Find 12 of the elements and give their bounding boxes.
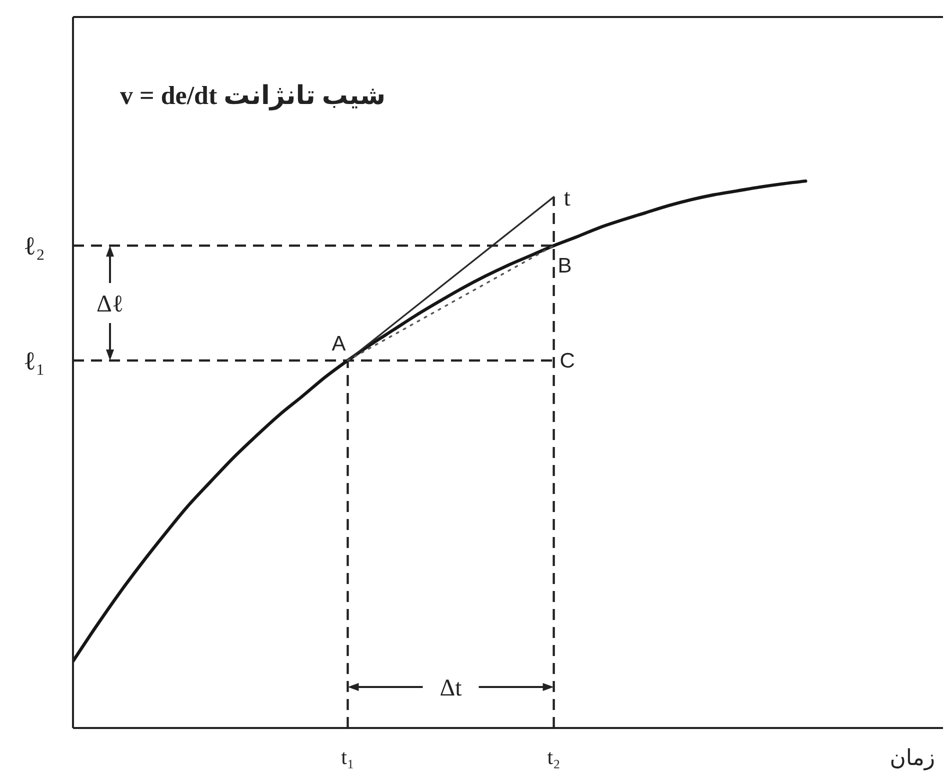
- ref-line-label: ℓ₂: [23, 232, 45, 261]
- annotation: A: [332, 332, 346, 356]
- annotation: C: [560, 349, 575, 372]
- annotation: Δt: [440, 675, 462, 702]
- ref-line-label: ℓ₁: [23, 346, 45, 376]
- series-label: t: [564, 185, 571, 212]
- x-axis-title: زمان: [890, 745, 935, 771]
- text: v = de/dt شیب تانژانت: [120, 81, 386, 111]
- x-tick-label: t₁: [341, 745, 354, 769]
- x-tick-label: t₂: [547, 745, 560, 769]
- annotation: B: [558, 254, 572, 278]
- annotation: Δℓ: [96, 291, 124, 318]
